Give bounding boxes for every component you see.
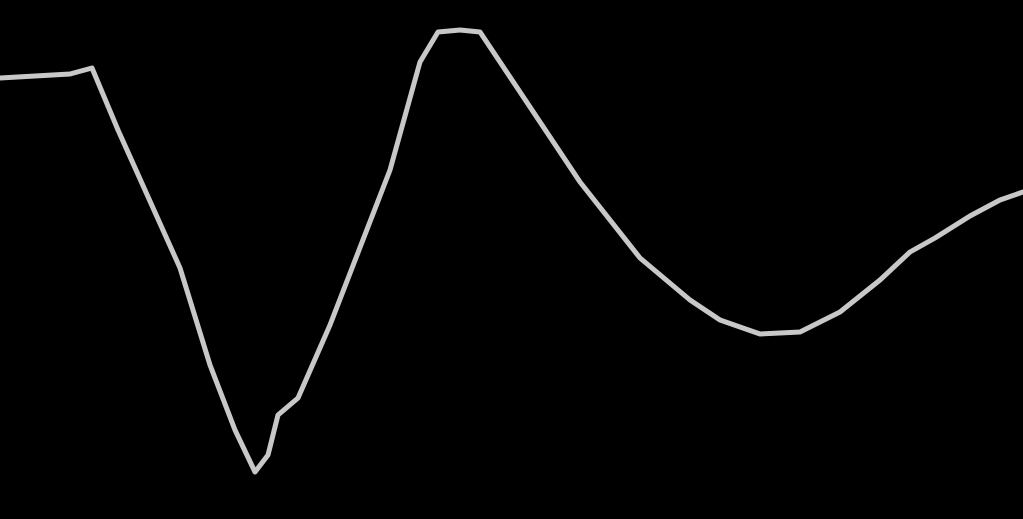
line-chart xyxy=(0,0,1023,519)
